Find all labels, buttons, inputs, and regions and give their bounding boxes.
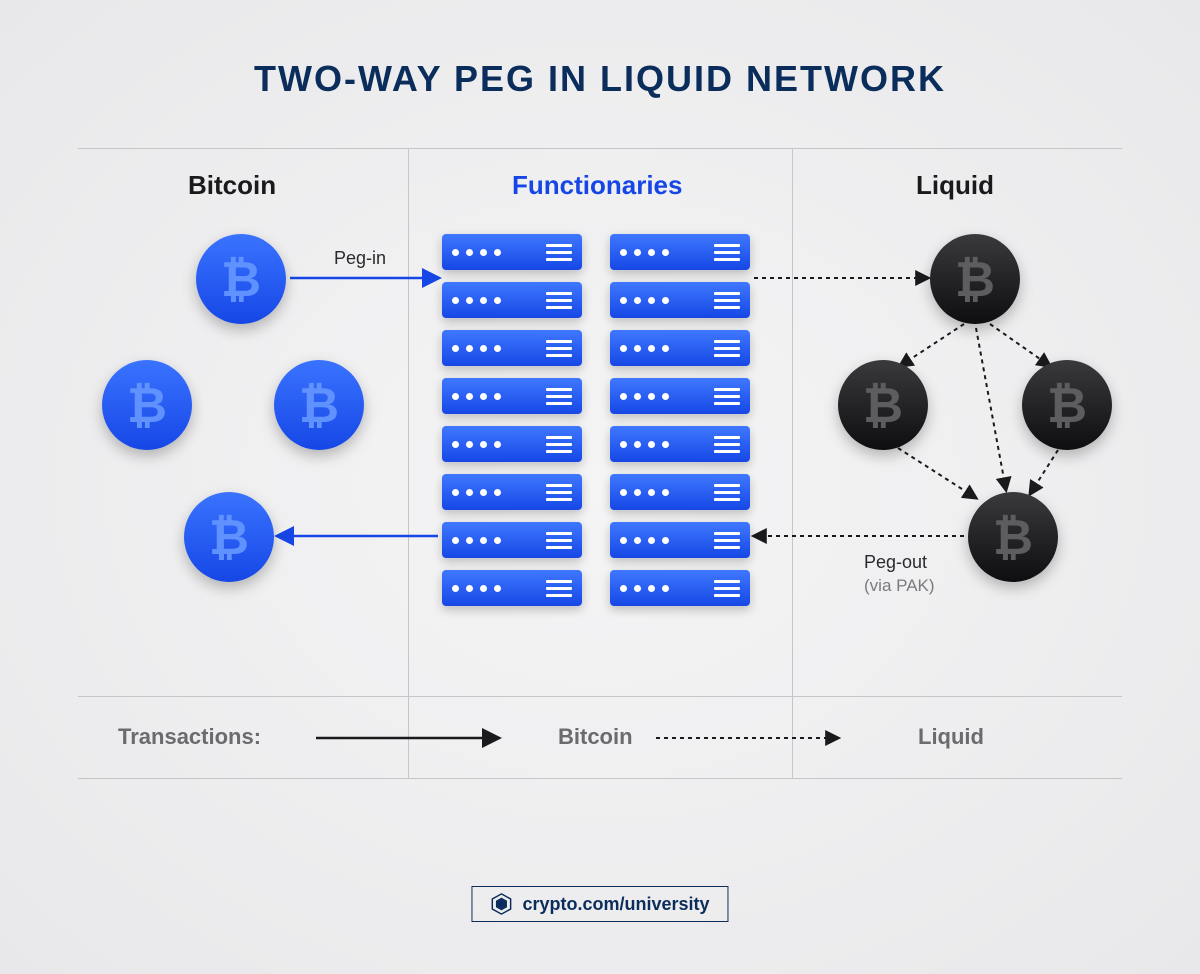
peg-in-label: Peg-in <box>334 248 386 269</box>
footer-badge: crypto.com/university <box>471 886 728 922</box>
server-icon <box>442 474 582 510</box>
server-icon <box>610 282 750 318</box>
server-icon <box>610 426 750 462</box>
separator-col1 <box>408 148 409 778</box>
svg-text:₿: ₿ <box>209 510 249 565</box>
server-icon <box>610 234 750 270</box>
diagram-canvas: Bitcoin Functionaries Liquid <box>78 148 1122 798</box>
bitcoin-coin-icon: ₿ <box>196 234 286 324</box>
liquid-coin-icon: ₿ <box>968 492 1058 582</box>
server-icon <box>442 570 582 606</box>
server-icon <box>442 426 582 462</box>
server-icon <box>610 570 750 606</box>
server-icon <box>610 474 750 510</box>
liquid-coin-icon: ₿ <box>930 234 1020 324</box>
separator-col2 <box>792 148 793 778</box>
page-title: TWO-WAY PEG IN LIQUID NETWORK <box>0 0 1200 100</box>
bitcoin-coin-icon: ₿ <box>184 492 274 582</box>
server-icon <box>442 234 582 270</box>
svg-text:₿: ₿ <box>863 378 903 433</box>
crypto-logo-icon <box>490 893 512 915</box>
server-icon <box>610 330 750 366</box>
svg-text:₿: ₿ <box>955 252 995 307</box>
svg-text:₿: ₿ <box>127 378 167 433</box>
separator-bottom <box>78 778 1122 779</box>
svg-text:₿: ₿ <box>1047 378 1087 433</box>
bitcoin-coin-icon: ₿ <box>274 360 364 450</box>
footer-text: crypto.com/university <box>522 894 709 915</box>
liquid-coin-icon: ₿ <box>838 360 928 450</box>
server-icon <box>442 522 582 558</box>
legend-bitcoin: Bitcoin <box>558 724 633 750</box>
svg-text:₿: ₿ <box>993 510 1033 565</box>
server-icon <box>610 378 750 414</box>
bitcoin-coin-icon: ₿ <box>102 360 192 450</box>
column-header-bitcoin: Bitcoin <box>188 170 276 201</box>
server-icon <box>442 378 582 414</box>
svg-text:₿: ₿ <box>221 252 261 307</box>
liquid-coin-icon: ₿ <box>1022 360 1112 450</box>
column-header-functionaries: Functionaries <box>512 170 682 201</box>
column-header-liquid: Liquid <box>916 170 994 201</box>
server-icon <box>442 282 582 318</box>
server-icon <box>610 522 750 558</box>
peg-out-sub-label: (via PAK) <box>864 576 935 596</box>
legend-transactions: Transactions: <box>118 724 261 750</box>
separator-legend <box>78 696 1122 697</box>
peg-out-label: Peg-out <box>864 552 927 573</box>
svg-text:₿: ₿ <box>299 378 339 433</box>
server-icon <box>442 330 582 366</box>
legend-liquid: Liquid <box>918 724 984 750</box>
separator-top <box>78 148 1122 149</box>
